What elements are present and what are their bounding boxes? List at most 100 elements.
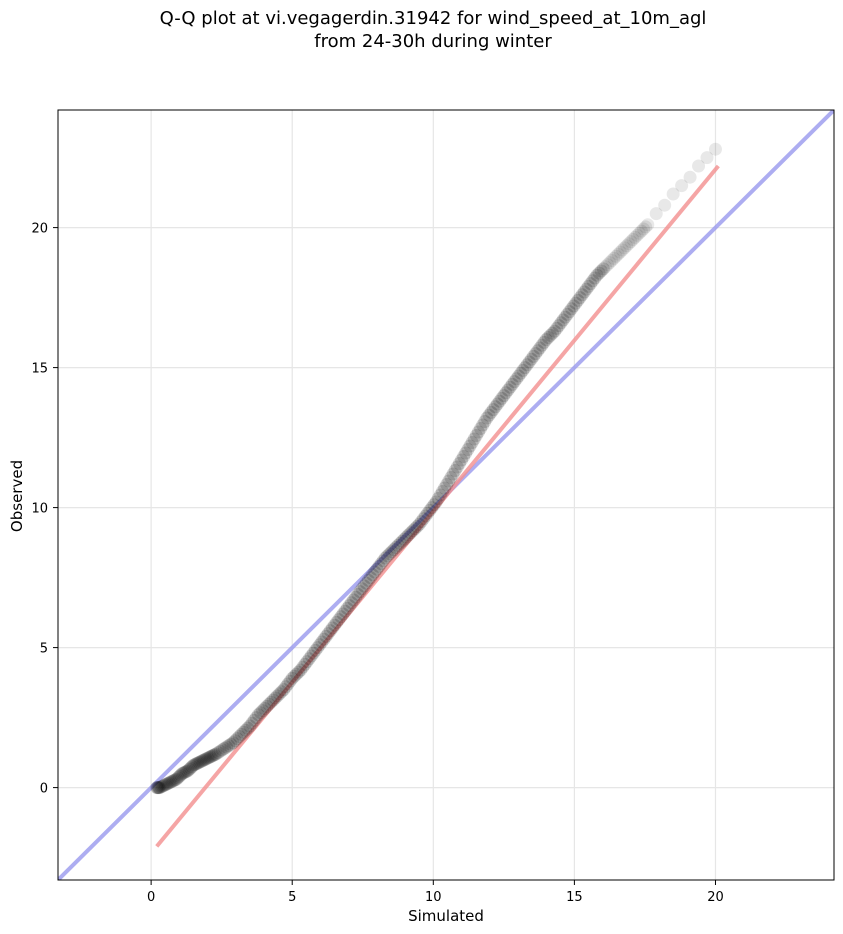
data-point: [495, 391, 509, 405]
data-point: [507, 375, 521, 389]
data-point: [624, 235, 638, 249]
data-point: [539, 333, 553, 347]
data-point: [296, 660, 310, 674]
data-point: [573, 291, 587, 305]
data-point: [179, 765, 193, 778]
data-point: [459, 446, 473, 460]
data-point: [152, 781, 166, 795]
data-point: [203, 750, 217, 764]
data-point: [641, 218, 655, 232]
data-point: [268, 691, 282, 705]
data-point: [262, 697, 276, 711]
y-tick-label: 10: [31, 502, 48, 517]
data-point: [289, 667, 303, 681]
data-point: [376, 554, 390, 568]
data-point: [607, 251, 621, 265]
data-point: [383, 547, 397, 561]
data-point: [330, 615, 344, 629]
x-tick-label: 15: [566, 890, 583, 905]
data-point: [332, 613, 346, 627]
data-point: [431, 492, 445, 505]
data-point: [630, 228, 644, 242]
data-point: [476, 418, 490, 432]
data-point: [554, 316, 568, 330]
data-point: [194, 755, 208, 769]
data-point: [308, 643, 322, 657]
data-point: [605, 254, 619, 267]
data-point: [328, 618, 342, 632]
data-point: [429, 495, 443, 509]
data-point: [569, 296, 583, 310]
axes: 0 5 10 15 20 0 5 10 15 20: [31, 222, 723, 905]
data-point: [154, 780, 168, 794]
data-point: [385, 545, 399, 559]
data-point: [488, 400, 502, 414]
data-point: [336, 607, 350, 621]
data-point: [414, 515, 428, 529]
data-point: [524, 352, 538, 366]
data-point: [151, 781, 165, 795]
data-point: [191, 756, 205, 770]
data-point: [340, 601, 354, 615]
data-point: [275, 685, 289, 699]
data-point: [266, 693, 280, 707]
data-point: [465, 436, 479, 449]
data-point: [150, 781, 164, 795]
data-point: [501, 383, 515, 397]
data-point: [206, 748, 220, 762]
data-point: [594, 264, 608, 278]
data-point: [313, 638, 327, 652]
data-point: [283, 674, 297, 688]
data-point: [452, 457, 466, 470]
data-point: [683, 170, 697, 184]
data-point: [177, 766, 191, 780]
data-point: [182, 762, 196, 776]
data-point: [438, 481, 452, 495]
data-point: [237, 725, 251, 739]
data-point: [395, 534, 409, 548]
data-point: [552, 319, 566, 333]
data-point: [277, 683, 291, 697]
data-point: [615, 243, 629, 257]
data-point: [423, 503, 437, 517]
data-point: [448, 464, 462, 477]
data-point: [601, 258, 615, 272]
data-point: [334, 610, 348, 624]
data-point: [617, 241, 631, 255]
data-point: [188, 758, 202, 771]
data-point: [467, 432, 481, 446]
data-point: [628, 230, 642, 244]
data-point: [230, 732, 244, 746]
data-point: [357, 579, 371, 593]
data-point: [613, 245, 627, 259]
data-point: [535, 338, 549, 352]
data-point: [353, 585, 367, 599]
chart-subtitle: from 24-30h during winter: [314, 31, 552, 52]
data-point: [463, 439, 477, 453]
data-point: [588, 271, 602, 285]
data-point: [260, 699, 274, 713]
data-point: [279, 680, 293, 694]
data-point: [234, 727, 248, 741]
data-point: [338, 604, 352, 618]
data-point: [174, 768, 188, 782]
data-point: [541, 331, 555, 344]
data-point: [315, 635, 329, 649]
chart-title: Q-Q plot at vi.vegagerdin.31942 for wind…: [159, 8, 707, 29]
data-point: [622, 237, 636, 251]
data-point: [666, 187, 680, 201]
data-point: [292, 665, 306, 679]
data-point: [596, 262, 610, 276]
data-point: [355, 582, 369, 596]
data-point: [364, 571, 378, 585]
data-point: [490, 397, 504, 411]
data-point: [306, 646, 320, 660]
data-point: [158, 778, 172, 792]
data-point: [164, 775, 178, 789]
y-tick-label: 20: [31, 222, 48, 237]
data-point: [165, 774, 179, 788]
data-point: [186, 758, 200, 772]
data-point: [171, 771, 185, 785]
data-point: [632, 226, 646, 240]
